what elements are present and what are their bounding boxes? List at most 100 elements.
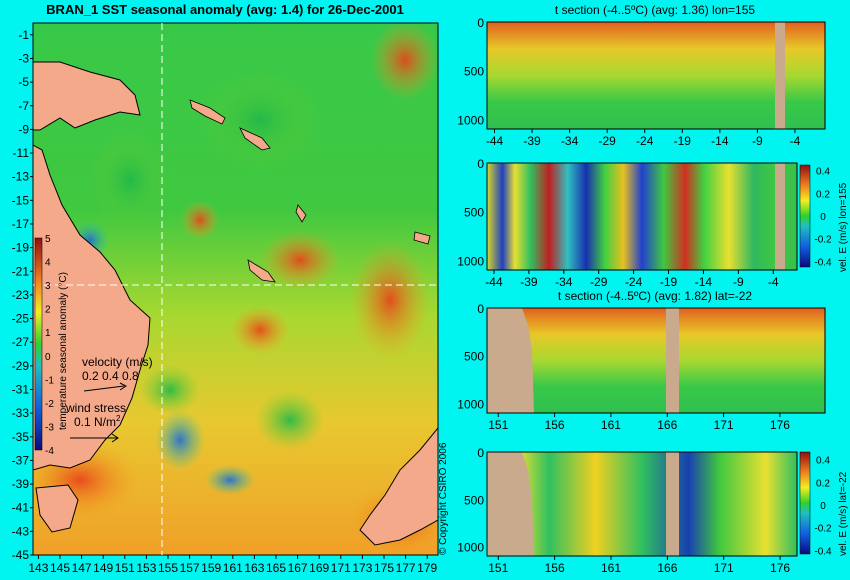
panel2-colorbar [799, 164, 811, 268]
section-y-tick-label: 500 [464, 350, 484, 364]
section-colorbar-tick: 0.2 [816, 478, 830, 489]
sst-colorbar-tick: 0 [45, 352, 51, 363]
lat-tick-label: -39 [12, 477, 30, 491]
lat-tick-label: -23 [12, 288, 30, 302]
lon-tick-label: 177 [396, 561, 416, 575]
lon-tick-label: 143 [28, 561, 48, 575]
australia-land [33, 144, 151, 471]
section-x-tick-label: -39 [520, 275, 538, 289]
lon-tick-label: 161 [223, 561, 243, 575]
lat-tick-label: -33 [12, 406, 30, 420]
sst-colorbar-tick: -1 [45, 375, 54, 386]
section-x-tick-label: -39 [523, 134, 541, 148]
lat-tick-label: -43 [12, 524, 30, 538]
lon-tick-label: 145 [50, 561, 70, 575]
lat-tick-label: -35 [12, 430, 30, 444]
new-zealand-land [359, 427, 438, 546]
lat-tick-label: -7 [18, 99, 29, 113]
section-y-tick-label: 0 [477, 446, 484, 460]
panel3-field [487, 308, 825, 413]
section-x-tick-label: 166 [657, 418, 677, 432]
lat-tick-label: -13 [12, 170, 30, 184]
solomon-islands-land [189, 99, 226, 125]
svg-text:0.1 N/m2: 0.1 N/m2 [74, 414, 121, 429]
section-colorbar-tick: 0.4 [816, 456, 830, 467]
sst-colorbar-tick: -4 [45, 446, 54, 457]
section-x-tick-label: -9 [733, 275, 744, 289]
section-y-tick-label: 0 [477, 302, 484, 316]
section-x-tick-label: 171 [714, 418, 734, 432]
section-x-tick-label: -34 [561, 134, 579, 148]
section-x-tick-label: -24 [625, 275, 643, 289]
section-x-tick-label: 176 [770, 418, 790, 432]
section-x-tick-label: 161 [601, 561, 621, 575]
section-x-tick-label: -29 [590, 275, 608, 289]
velocity-legend: velocity (m/s) 0.2 0.4 0.8 [82, 355, 153, 392]
sst-colorbar-ticks: 5 4 3 2 1 0 -1 -2 -3 -4 [45, 234, 54, 457]
section-y-tick-label: 1000 [457, 254, 484, 268]
wind-stress-legend: wind stress 0.1 N/m2 [65, 401, 126, 443]
panel4-land [487, 452, 534, 556]
section-colorbar-tick: 0 [820, 212, 826, 223]
sst-colorbar-tick: 4 [45, 258, 51, 269]
section-x-tick-label: 151 [488, 561, 508, 575]
lat-tick-label: -41 [12, 501, 30, 515]
section-x-tick-label: -44 [486, 134, 504, 148]
lat-tick-label: -25 [12, 312, 30, 326]
section-x-tick-label: -14 [695, 275, 713, 289]
lat-tick-label: -1 [18, 28, 29, 42]
section-x-tick-label: 171 [714, 561, 734, 575]
section-x-tick-label: -4 [790, 134, 801, 148]
section-colorbar-tick: -0.4 [814, 257, 832, 268]
lat-tick-label: -29 [12, 359, 30, 373]
section-colorbar-tick: -0.2 [814, 235, 832, 246]
panel1-field [487, 22, 825, 129]
section-panel-4: vel. E (m/s) lat=-22 [486, 451, 849, 557]
section-y-tick-label: 500 [464, 65, 484, 79]
lon-tick-label: 171 [331, 561, 351, 575]
section-y-tick-label: 1000 [457, 397, 484, 411]
lon-tick-label: 169 [309, 561, 329, 575]
section-x-tick-label: -29 [599, 134, 617, 148]
svg-text:wind stress: wind stress [65, 401, 126, 415]
section-colorbar-tick: 0.4 [816, 167, 830, 178]
section-x-tick-label: -34 [555, 275, 573, 289]
panel1-land [775, 22, 785, 129]
section-colorbar-tick: -0.4 [814, 546, 832, 557]
section-x-tick-label: -24 [636, 134, 654, 148]
lon-tick-label: 149 [93, 561, 113, 575]
lon-tick-label: 151 [115, 561, 135, 575]
lat-tick-label: -17 [12, 217, 30, 231]
section-x-tick-label: -14 [711, 134, 729, 148]
section-y-tick-label: 1000 [457, 113, 484, 127]
section-x-tick-label: -4 [768, 275, 779, 289]
section-x-tick-label: 151 [488, 418, 508, 432]
section-x-tick-label: 156 [545, 561, 565, 575]
lat-tick-label: -21 [12, 264, 30, 278]
sst-colorbar-tick: -3 [45, 422, 54, 433]
svg-text:velocity (m/s): velocity (m/s) [82, 355, 153, 369]
svg-text:0.2 0.4 0.8: 0.2 0.4 0.8 [82, 369, 139, 383]
panel3-title: t section (-4..5ºC) (avg: 1.82) lat=-22 [558, 289, 752, 303]
lon-tick-label: 157 [180, 561, 200, 575]
lon-tick-label: 147 [72, 561, 92, 575]
section-y-tick-label: 500 [464, 206, 484, 220]
sst-colorbar-tick: 2 [45, 305, 51, 316]
sst-colorbar-tick: 3 [45, 281, 51, 292]
panel4-field [487, 452, 797, 556]
section-x-tick-label: -44 [485, 275, 503, 289]
wind-arrow-icon [70, 433, 119, 443]
section-colorbar-tick: 0.2 [816, 189, 830, 200]
section-y-tick-label: 0 [477, 16, 484, 30]
section-x-tick-label: 156 [545, 418, 565, 432]
panel2-colorbar-label: vel. E (m/s) lon=155 [838, 182, 849, 272]
section-panel-1: t section (-4..5ºC) (avg: 1.36) lon=155 [486, 3, 826, 130]
section-x-tick-label: -19 [674, 134, 692, 148]
section-y-tick-label: 0 [477, 157, 484, 171]
lat-tick-label: -45 [12, 548, 30, 562]
section-panel-3: t section (-4..5ºC) (avg: 1.82) lat=-22 [486, 289, 826, 414]
lon-tick-label: 175 [374, 561, 394, 575]
lon-axis: 143 145 147 149 151 153 155 157 159 161 163 165 167 1… [28, 555, 438, 575]
